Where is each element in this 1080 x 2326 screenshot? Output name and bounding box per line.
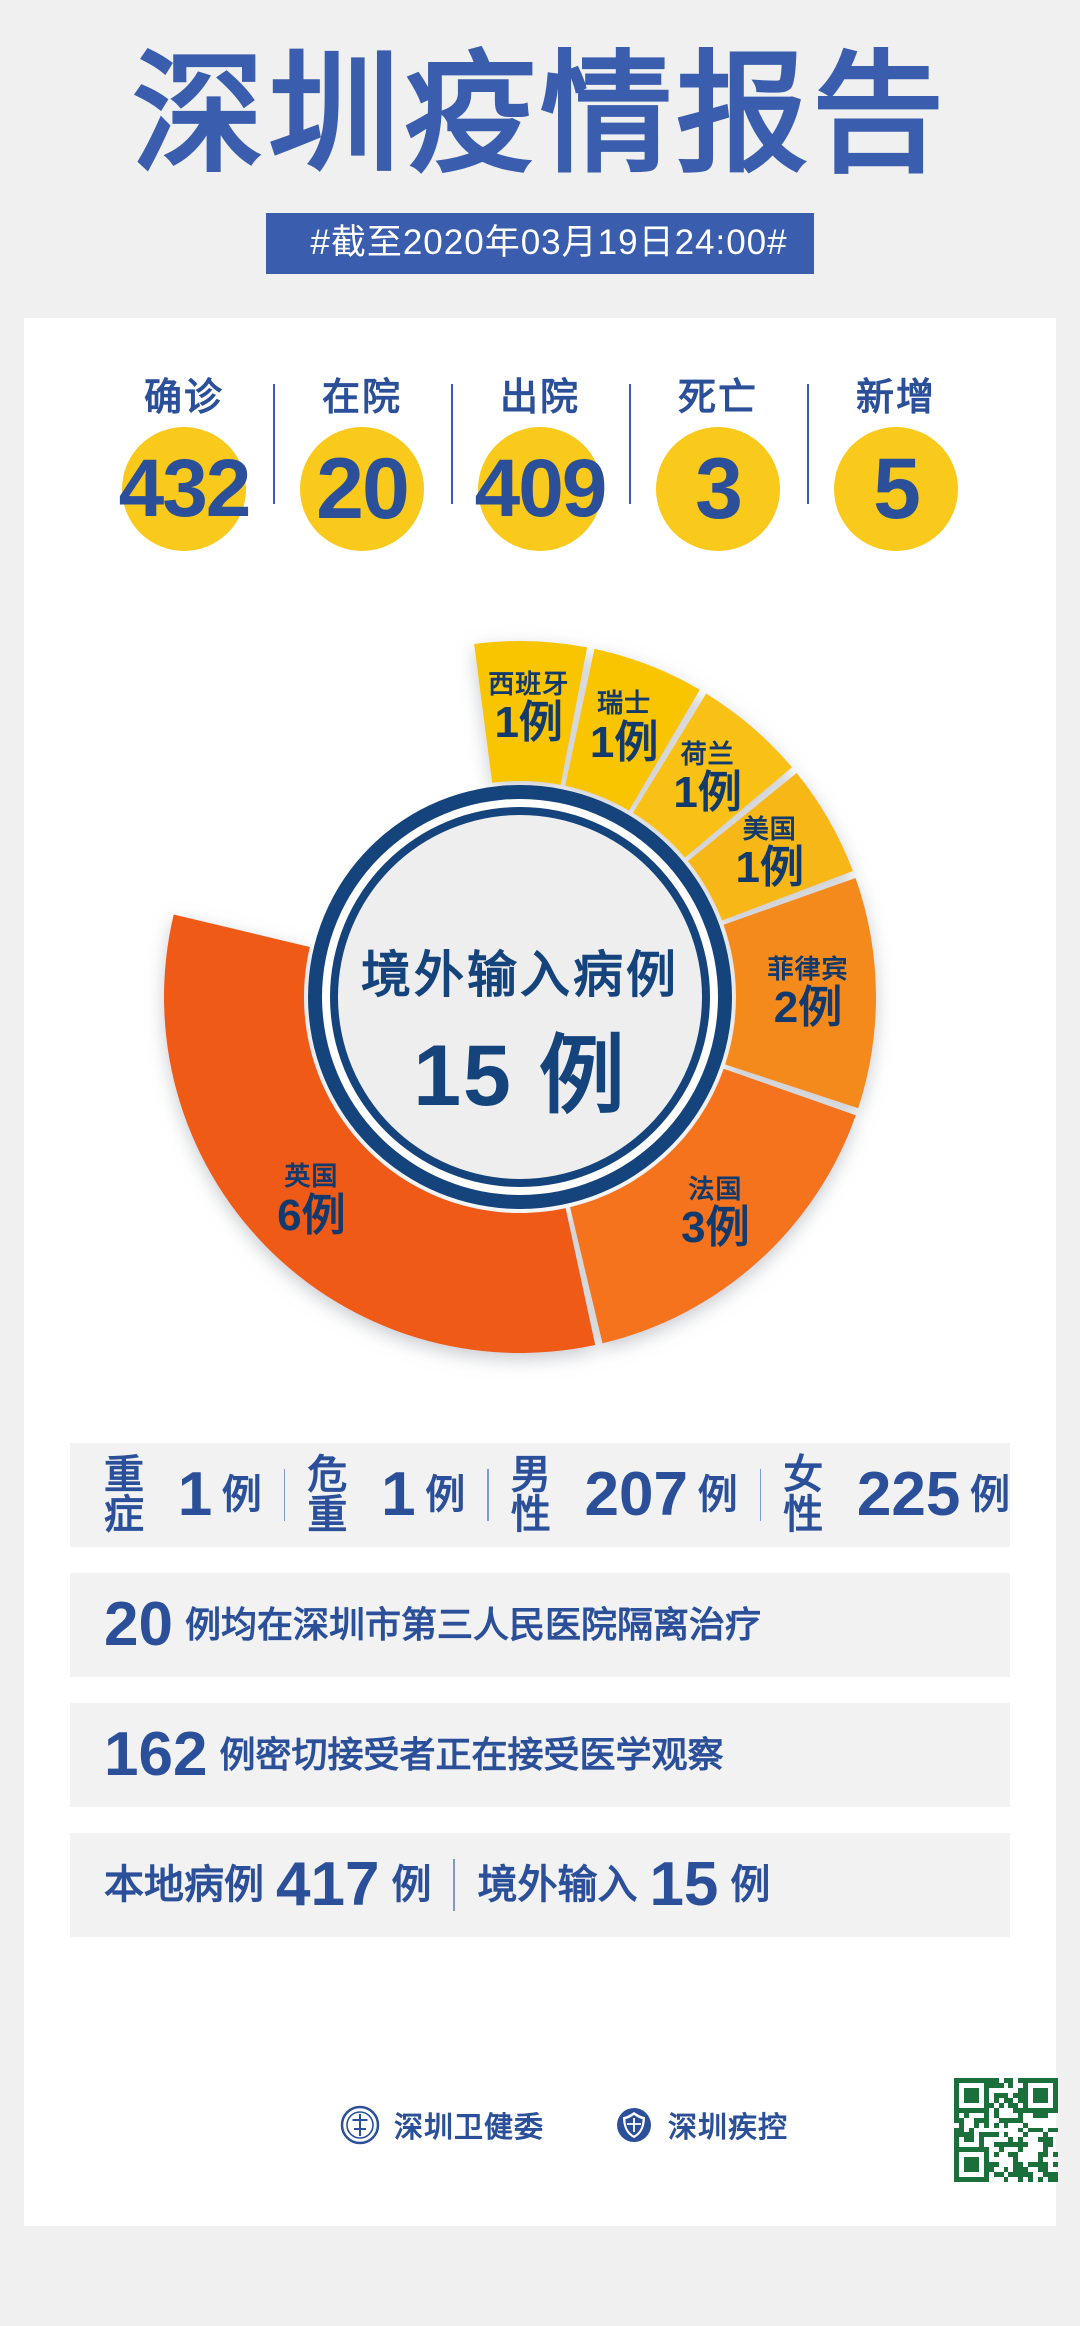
male-unit: 例	[697, 1473, 738, 1517]
severe-label: 重症	[104, 1453, 144, 1537]
bar-close-contacts: 162 例密切接受者正在接受医学观察	[70, 1703, 1010, 1807]
stat-bubble: 20	[300, 427, 424, 551]
local-value: 417	[276, 1850, 380, 1919]
stat-value: 432	[118, 443, 252, 534]
bar-severity-gender: 重症 1 例 危重 1 例 男性 207 例 女性 225 例	[70, 1443, 1010, 1547]
poster-footer: 深圳卫健委 深圳疾控	[48, 2070, 1080, 2190]
donut-wedge-瑞士[interactable]	[565, 648, 700, 811]
stat-bubble: 432	[119, 427, 251, 551]
donut-wedge-菲律宾[interactable]	[723, 877, 876, 1109]
stat-label: 在院	[321, 377, 402, 419]
org-name: 深圳疾控	[668, 2112, 789, 2144]
stat-label: 出院	[499, 377, 580, 419]
stat-bubble: 409	[475, 427, 607, 551]
imported-unit: 例	[730, 1863, 771, 1907]
bar-isolation-treatment: 20 例均在深圳市第三人民医院隔离治疗	[70, 1573, 1010, 1677]
qr-code[interactable]	[954, 2078, 1058, 2182]
female-unit: 例	[969, 1473, 1010, 1517]
donut-wedge-法国[interactable]	[570, 1068, 856, 1344]
stat-confirmed: 确诊 432	[95, 366, 273, 551]
stat-value: 5	[873, 441, 921, 537]
stat-bubble: 3	[656, 427, 780, 551]
male-value: 207	[584, 1460, 688, 1529]
stat-value: 409	[474, 443, 608, 534]
severe-unit: 例	[221, 1473, 262, 1517]
summary-stats: 确诊 432 在院 20 出院 409 死亡 3	[24, 318, 1056, 551]
imported-value: 15	[649, 1850, 719, 1919]
donut-wedge-西班牙[interactable]	[474, 641, 588, 785]
imported-label: 境外输入	[477, 1863, 638, 1907]
local-label: 本地病例	[104, 1863, 264, 1907]
stat-new: 新增 5	[807, 366, 985, 551]
imported-cases-donut: 境外输入病例 15 例 西班牙 1例 瑞士 1例 荷兰 1例 美国 1例 菲律宾 2例 法国 3例 英国…	[24, 577, 1056, 1457]
page-title: 深圳疫情报告	[132, 41, 948, 188]
donut-wedge-美国[interactable]	[687, 772, 853, 921]
local-unit: 例	[391, 1863, 432, 1907]
detail-bars: 重症 1 例 危重 1 例 男性 207 例 女性 225 例 20 例均在深圳…	[24, 1443, 1056, 1937]
footer-orgs: 深圳卫健委 深圳疾控	[48, 2070, 1080, 2146]
stat-inhospital: 在院 20	[273, 366, 451, 551]
stat-value: 20	[316, 441, 410, 537]
donut-center-number: 15 例	[413, 1028, 627, 1124]
date-banner: #截至2020年03月19日24:00#	[266, 212, 814, 274]
stat-bubble: 5	[834, 427, 958, 551]
stat-deaths: 死亡 3	[629, 366, 807, 551]
isolation-value: 20	[104, 1590, 173, 1659]
donut-center-title: 境外输入病例	[361, 947, 679, 1003]
stat-label: 确诊	[143, 377, 224, 419]
org-name: 深圳卫健委	[393, 2112, 544, 2144]
critical-label: 危重	[307, 1453, 348, 1537]
divider	[453, 1859, 456, 1911]
donut-wedge-英国[interactable]	[163, 914, 596, 1353]
stat-value: 3	[695, 441, 743, 537]
donut-center-face	[338, 815, 702, 1179]
female-label: 女性	[783, 1453, 824, 1537]
stat-label: 新增	[855, 377, 936, 419]
divider	[487, 1469, 489, 1521]
stat-discharged: 出院 409	[451, 366, 629, 551]
divider	[759, 1469, 762, 1521]
health-commission-icon	[340, 2105, 380, 2145]
female-value: 225	[856, 1460, 961, 1529]
contacts-value: 162	[104, 1720, 208, 1789]
severe-value: 1	[177, 1460, 213, 1529]
divider	[283, 1469, 286, 1521]
contacts-text: 例密切接受者正在接受医学观察	[219, 1734, 724, 1775]
donut-wedges	[163, 641, 876, 1353]
donut-svg	[163, 641, 876, 1353]
bar-local-vs-imported: 本地病例 417 例 境外输入 15 例	[70, 1833, 1010, 1937]
poster-header: 深圳疫情报告 #截至2020年03月19日24:00#	[0, 0, 1080, 274]
org-health-commission: 深圳卫健委	[340, 2104, 544, 2146]
stat-label: 死亡	[677, 377, 758, 419]
cdc-shield-icon	[617, 2108, 651, 2142]
critical-unit: 例	[425, 1473, 466, 1517]
donut-wedge-荷兰[interactable]	[632, 693, 792, 858]
male-label: 男性	[510, 1453, 551, 1537]
isolation-text: 例均在深圳市第三人民医院隔离治疗	[184, 1604, 761, 1645]
date-banner-wrap: #截至2020年03月19日24:00#	[0, 212, 1080, 274]
critical-value: 1	[381, 1460, 416, 1529]
org-cdc: 深圳疾控	[614, 2104, 788, 2146]
content-card: 确诊 432 在院 20 出院 409 死亡 3	[24, 318, 1058, 2226]
